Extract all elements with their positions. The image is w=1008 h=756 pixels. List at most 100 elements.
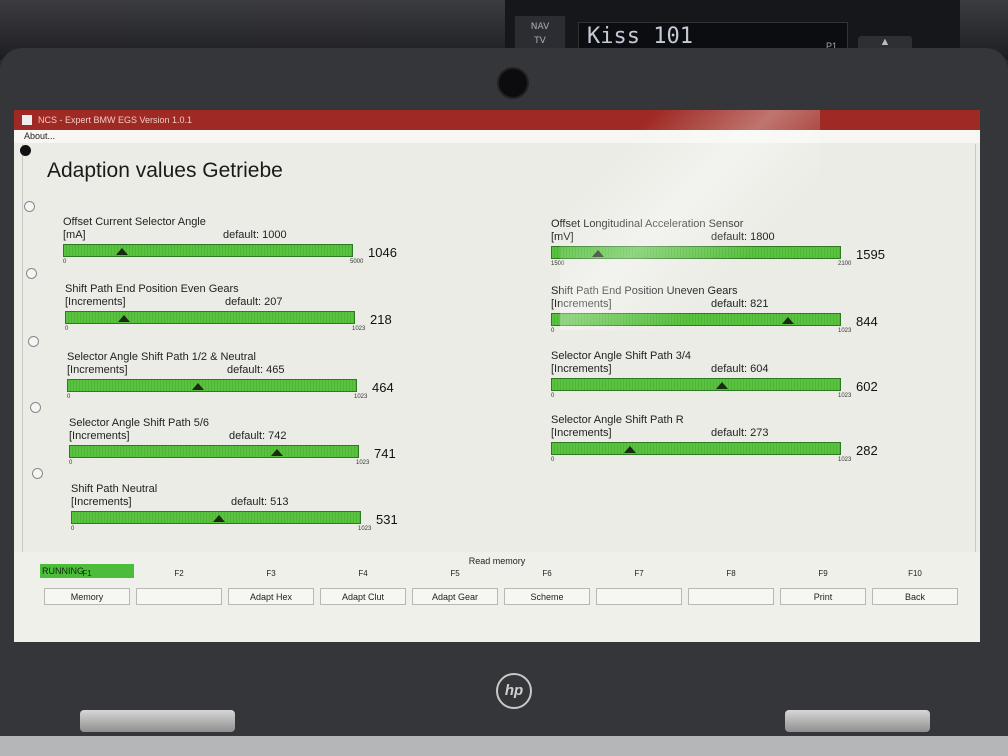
gauge-max: 1023: [838, 457, 852, 463]
fkey-label: F9: [818, 569, 828, 578]
gauge-bar: [551, 442, 841, 455]
adaption-panel: Adaption values Getriebe Offset Current …: [20, 144, 976, 552]
gauge-max: 1023: [352, 326, 366, 332]
gauge-marker-icon: [115, 248, 128, 255]
fkey-f1: F1 Memory: [44, 568, 130, 605]
fkey-button[interactable]: [596, 588, 682, 605]
gauge-value: 844: [856, 314, 878, 329]
gauge-default: default: 1800: [711, 231, 775, 243]
gauge-bar: [67, 379, 357, 392]
page-title: Adaption values Getriebe: [47, 159, 283, 182]
gauge-right-1: Shift Path End Position Uneven Gears [Inc…: [551, 285, 878, 347]
gauge-max: 1023: [838, 393, 852, 399]
gauge-marker-icon: [191, 383, 204, 390]
fkey-label: F8: [726, 569, 736, 578]
gauge-min: 0: [69, 460, 73, 466]
gauge-max: 1023: [838, 328, 852, 334]
hinge-left: [80, 710, 235, 732]
fkey-f4: F4 Adapt Clut: [320, 568, 406, 605]
radio-buttons: NAV TV: [515, 16, 565, 52]
menu-about[interactable]: About...: [24, 131, 56, 141]
gauge-unit: [Increments]: [69, 430, 130, 442]
gauge-value: 464: [372, 380, 394, 395]
menu-bar: About...: [14, 130, 980, 143]
fkey-label: F4: [358, 569, 368, 578]
radio-select-gauge[interactable]: [24, 201, 35, 212]
gauge-left-1: Shift Path End Position Even Gears [Incre…: [65, 283, 392, 345]
gauge-name: Selector Angle Shift Path 5/6: [69, 417, 210, 429]
gauge-default: default: 821: [711, 298, 769, 310]
gauge-right-3: Selector Angle Shift Path R [Increments] d…: [551, 414, 878, 476]
gauge-value: 218: [370, 312, 392, 327]
gauge-min: 1500: [551, 261, 565, 267]
gauge-default: default: 207: [225, 296, 283, 308]
fkey-button[interactable]: Back: [872, 588, 958, 605]
gauge-unit: [mV]: [551, 231, 574, 243]
laptop-base: [0, 736, 1008, 756]
gauge-unit: [Increments]: [67, 364, 128, 376]
status-badge: RUNNING: [40, 564, 134, 578]
fkey-label: F2: [174, 569, 184, 578]
fkey-label: F5: [450, 569, 460, 578]
laptop-screen: NCS - Expert BMW EGS Version 1.0.1 About…: [14, 110, 980, 642]
gauge-left-4: Shift Path Neutral [Increments] default: 5…: [71, 483, 398, 545]
gauge-bar: [65, 311, 355, 324]
fkey-f7: F7: [596, 568, 682, 605]
fkey-f3: F3 Adapt Hex: [228, 568, 314, 605]
gauge-unit: [Increments]: [551, 298, 612, 310]
gauge-name: Selector Angle Shift Path R: [551, 414, 684, 426]
gauge-marker-icon: [782, 317, 795, 324]
fkey-f5: F5 Adapt Gear: [412, 568, 498, 605]
fkey-button[interactable]: [688, 588, 774, 605]
gauge-marker-icon: [271, 449, 284, 456]
gauge-min: 0: [63, 259, 67, 265]
fkey-button[interactable]: Adapt Hex: [228, 588, 314, 605]
gauge-default: default: 513: [231, 496, 289, 508]
gauge-marker-icon: [592, 250, 605, 257]
gauge-marker-icon: [117, 315, 130, 322]
gauge-unit: [Increments]: [551, 427, 612, 439]
gauge-max: 1023: [358, 526, 372, 532]
gauge-max: 5000: [350, 259, 364, 265]
gauge-bar: [551, 246, 841, 259]
gauge-value: 531: [376, 512, 398, 527]
gauge-name: Selector Angle Shift Path 3/4: [551, 350, 692, 362]
fkey-button[interactable]: Memory: [44, 588, 130, 605]
gauge-max: 2100: [838, 261, 852, 267]
gauge-default: default: 273: [711, 427, 769, 439]
radio-select-gauge[interactable]: [32, 468, 43, 479]
gauge-default: default: 465: [227, 364, 285, 376]
radio-select-gauge[interactable]: [28, 336, 39, 347]
gauge-max: 1023: [356, 460, 370, 466]
gauge-bar: [69, 445, 359, 458]
radio-station: Kiss 101: [587, 24, 693, 49]
gauge-unit: [Increments]: [71, 496, 132, 508]
fkey-f10: F10 Back: [872, 568, 958, 605]
gauge-min: 0: [71, 526, 75, 532]
fkey-label: F7: [634, 569, 644, 578]
radio-select-page[interactable]: [20, 145, 31, 156]
fkey-f9: F9 Print: [780, 568, 866, 605]
gauge-left-2: Selector Angle Shift Path 1/2 & Neutral[…: [67, 351, 394, 413]
hp-logo: hp: [496, 673, 532, 709]
gauge-default: default: 1000: [223, 229, 287, 241]
fkey-button[interactable]: Scheme: [504, 588, 590, 605]
fkey-label: F10: [908, 569, 922, 578]
radio-select-gauge[interactable]: [26, 268, 37, 279]
gauge-min: 0: [551, 457, 555, 463]
fkey-button[interactable]: [136, 588, 222, 605]
fkey-button[interactable]: Adapt Clut: [320, 588, 406, 605]
radio-select-gauge[interactable]: [30, 402, 41, 413]
gauge-name: Shift Path Neutral: [71, 483, 158, 495]
read-memory-label: Read memory: [468, 556, 526, 566]
gauge-default: default: 604: [711, 363, 769, 375]
gauge-value: 602: [856, 379, 878, 394]
fkey-button[interactable]: Print: [780, 588, 866, 605]
window-title: NCS - Expert BMW EGS Version 1.0.1: [38, 115, 193, 125]
gauge-left-3: Selector Angle Shift Path 5/6 [Increments…: [69, 417, 396, 479]
fkey-button[interactable]: Adapt Gear: [412, 588, 498, 605]
function-key-bar: Read memory RUNNING F1 Memory F2 F3 Adapt He…: [14, 552, 980, 642]
webcam: [497, 67, 529, 99]
radio-preset: P1: [825, 41, 837, 51]
gauge-name: Offset Longitudinal Acceleration Sensor: [551, 218, 744, 230]
